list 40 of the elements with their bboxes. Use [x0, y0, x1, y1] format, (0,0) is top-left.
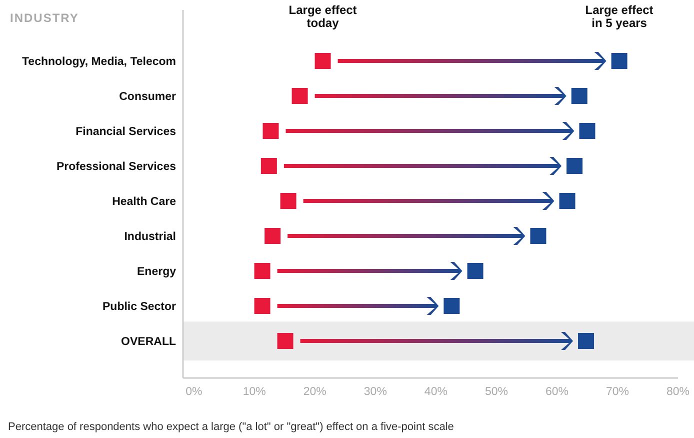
x-tick-label: 20%	[303, 386, 326, 398]
y-tick-label: Consumer	[119, 91, 177, 103]
point	[611, 53, 628, 69]
point	[260, 158, 277, 174]
y-tick-label: Technology, Media, Telecom	[22, 56, 176, 68]
x-tick-label: 30%	[364, 386, 387, 398]
point	[280, 193, 296, 209]
y-tick-label: Professional Services	[56, 161, 176, 173]
y-tick-label: Industrial	[124, 231, 176, 243]
x-tick-label: 60%	[545, 386, 568, 398]
point	[444, 298, 460, 314]
point	[264, 228, 281, 244]
y-tick-label: Financial Services	[76, 126, 176, 138]
point	[578, 333, 594, 349]
point	[571, 88, 588, 104]
point	[254, 298, 270, 314]
text: Percentage of respondents who expect a large ("a lot" or "great") effect on a five-point scale	[8, 421, 454, 433]
point	[467, 263, 484, 279]
y-tick-label: Energy	[137, 266, 177, 278]
point	[292, 88, 308, 104]
y-tick-label: OVERALL	[121, 336, 176, 348]
point	[277, 333, 294, 349]
point	[254, 263, 270, 279]
x-tick-label: 40%	[424, 386, 448, 398]
y-tick-label: Public Sector	[102, 301, 177, 313]
y-tick-label: Health Care	[112, 196, 176, 208]
point	[559, 193, 576, 209]
point	[262, 123, 279, 139]
point	[314, 53, 331, 69]
x-tick-label: 50%	[484, 386, 508, 398]
text: Large effect today	[288, 3, 357, 30]
point	[530, 228, 546, 244]
point	[566, 158, 583, 174]
text: Large effect in 5 years	[585, 3, 654, 30]
x-tick-label: 0%	[186, 386, 202, 398]
x-tick-label: 80%	[666, 386, 690, 398]
y-axis-title: INDUSTRY	[10, 11, 79, 25]
point	[579, 123, 596, 139]
x-tick-label: 70%	[606, 386, 629, 398]
x-tick-label: 10%	[242, 386, 266, 398]
